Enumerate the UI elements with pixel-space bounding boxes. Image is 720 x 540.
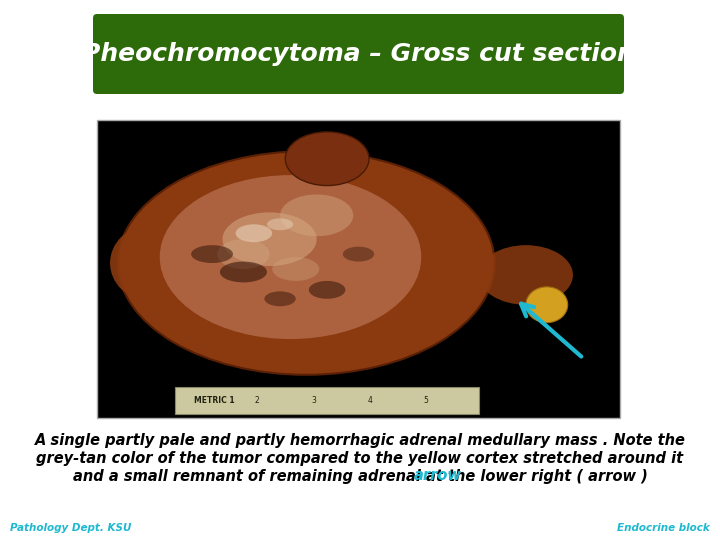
Text: 5: 5 xyxy=(423,396,428,404)
Ellipse shape xyxy=(118,151,495,375)
Ellipse shape xyxy=(267,218,293,230)
Ellipse shape xyxy=(280,194,354,236)
FancyBboxPatch shape xyxy=(93,14,624,94)
Ellipse shape xyxy=(343,247,374,261)
Ellipse shape xyxy=(160,175,421,339)
Text: Pheochromocytoma – Gross cut section: Pheochromocytoma – Gross cut section xyxy=(82,42,635,66)
Text: and a small remnant of remaining adrenal at the lower right ( arrow ): and a small remnant of remaining adrenal… xyxy=(73,469,647,483)
Ellipse shape xyxy=(191,245,233,263)
FancyBboxPatch shape xyxy=(97,120,620,418)
Text: grey-tan color of the tumor compared to the yellow cortex stretched around it: grey-tan color of the tumor compared to … xyxy=(37,450,683,465)
Ellipse shape xyxy=(220,261,267,282)
Ellipse shape xyxy=(526,287,567,322)
Text: 2: 2 xyxy=(255,396,260,404)
Ellipse shape xyxy=(110,226,189,300)
FancyBboxPatch shape xyxy=(176,387,479,414)
Text: A single partly pale and partly hemorrhagic adrenal medullary mass . Note the: A single partly pale and partly hemorrha… xyxy=(35,433,685,448)
Ellipse shape xyxy=(309,281,346,299)
Ellipse shape xyxy=(272,257,319,281)
Text: Endocrine block: Endocrine block xyxy=(617,523,710,533)
Ellipse shape xyxy=(222,212,317,266)
Text: 4: 4 xyxy=(367,396,372,404)
Text: 3: 3 xyxy=(311,396,316,404)
Text: METRIC 1: METRIC 1 xyxy=(194,396,234,404)
Ellipse shape xyxy=(235,224,272,242)
Text: Pathology Dept. KSU: Pathology Dept. KSU xyxy=(10,523,131,533)
Ellipse shape xyxy=(285,132,369,186)
Ellipse shape xyxy=(217,239,269,269)
Ellipse shape xyxy=(479,245,573,305)
Ellipse shape xyxy=(264,292,296,306)
Text: arrow: arrow xyxy=(414,469,462,483)
